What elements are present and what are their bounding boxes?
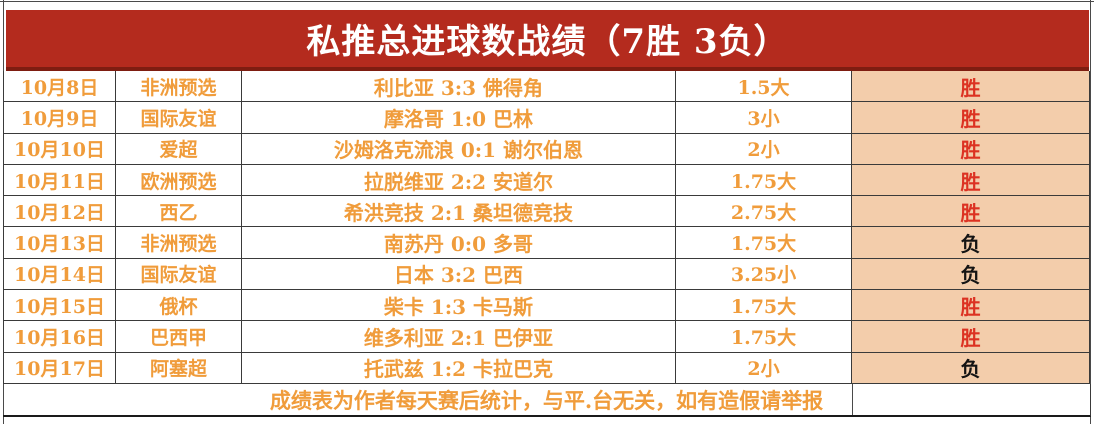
cell-league: 非洲预选 — [116, 71, 242, 103]
cell-result: 胜 — [852, 196, 1090, 228]
cell-league: 国际友谊 — [116, 258, 242, 291]
cell-date: 10月11日 — [4, 164, 116, 197]
cell-match: 希洪竞技 2:1 桑坦德竞技 — [242, 196, 676, 228]
right-border-line — [1090, 0, 1091, 424]
cell-league: 爱超 — [116, 133, 242, 165]
title-bar: 私推总进球数战绩（7胜 3负） — [6, 10, 1089, 71]
cell-date: 10月9日 — [4, 102, 116, 134]
cell-date: 10月15日 — [4, 290, 116, 322]
cell-match: 维多利亚 2:1 巴伊亚 — [242, 321, 676, 353]
top-border-line — [0, 1, 1094, 2]
cell-match: 托武兹 1:2 卡拉巴克 — [242, 352, 676, 384]
cell-league: 非洲预选 — [116, 227, 242, 259]
cell-league: 阿塞超 — [116, 352, 242, 384]
cell-date: 10月16日 — [4, 321, 116, 353]
cell-match: 柴卡 1:3 卡马斯 — [242, 290, 676, 322]
cell-line: 1.75大 — [676, 321, 852, 353]
cell-line: 2小 — [676, 352, 852, 384]
cell-line: 1.5大 — [676, 71, 852, 103]
results-table: 10月8日 非洲预选 利比亚 3:3 佛得角 1.5大 胜 10月9日 国际友谊… — [3, 71, 1090, 384]
cell-league: 西乙 — [116, 196, 242, 228]
cell-line: 1.75大 — [676, 227, 852, 259]
cell-league: 国际友谊 — [116, 102, 242, 134]
cell-line: 3.25小 — [676, 258, 852, 291]
cell-line: 1.75大 — [676, 290, 852, 322]
page-title: 私推总进球数战绩（7胜 3负） — [306, 22, 789, 62]
cell-date: 10月13日 — [4, 227, 116, 259]
cell-result: 胜 — [852, 290, 1090, 322]
footer-column-divider — [852, 384, 853, 415]
cell-match: 摩洛哥 1:0 巴林 — [242, 102, 676, 134]
cell-date: 10月10日 — [4, 133, 116, 165]
cell-result: 负 — [852, 227, 1090, 259]
cell-match: 利比亚 3:3 佛得角 — [242, 71, 676, 103]
cell-date: 10月17日 — [4, 352, 116, 384]
cell-league: 俄杯 — [116, 290, 242, 322]
cell-result: 负 — [852, 258, 1090, 291]
cell-line: 2.75大 — [676, 196, 852, 228]
cell-line: 2小 — [676, 133, 852, 165]
cell-result: 负 — [852, 352, 1090, 384]
cell-match: 拉脱维亚 2:2 安道尔 — [242, 164, 676, 197]
cell-match: 日本 3:2 巴西 — [242, 258, 676, 291]
cell-result: 胜 — [852, 71, 1090, 103]
cell-line: 1.75大 — [676, 164, 852, 197]
cell-league: 巴西甲 — [116, 321, 242, 353]
cell-date: 10月14日 — [4, 258, 116, 291]
cell-result: 胜 — [852, 133, 1090, 165]
cell-league: 欧洲预选 — [116, 164, 242, 197]
cell-date: 10月8日 — [4, 71, 116, 103]
cell-result: 胜 — [852, 102, 1090, 134]
cell-date: 10月12日 — [4, 196, 116, 228]
cell-match: 南苏丹 0:0 多哥 — [242, 227, 676, 259]
cell-result: 胜 — [852, 321, 1090, 353]
footer-note-row: 成绩表为作者每天赛后统计，与平.台无关，如有造假请举报 — [3, 384, 1091, 417]
footer-note: 成绩表为作者每天赛后统计，与平.台无关，如有造假请举报 — [269, 387, 824, 413]
cell-line: 3小 — [676, 102, 852, 134]
cell-result: 胜 — [852, 164, 1090, 197]
cell-match: 沙姆洛克流浪 0:1 谢尔伯恩 — [242, 133, 676, 165]
